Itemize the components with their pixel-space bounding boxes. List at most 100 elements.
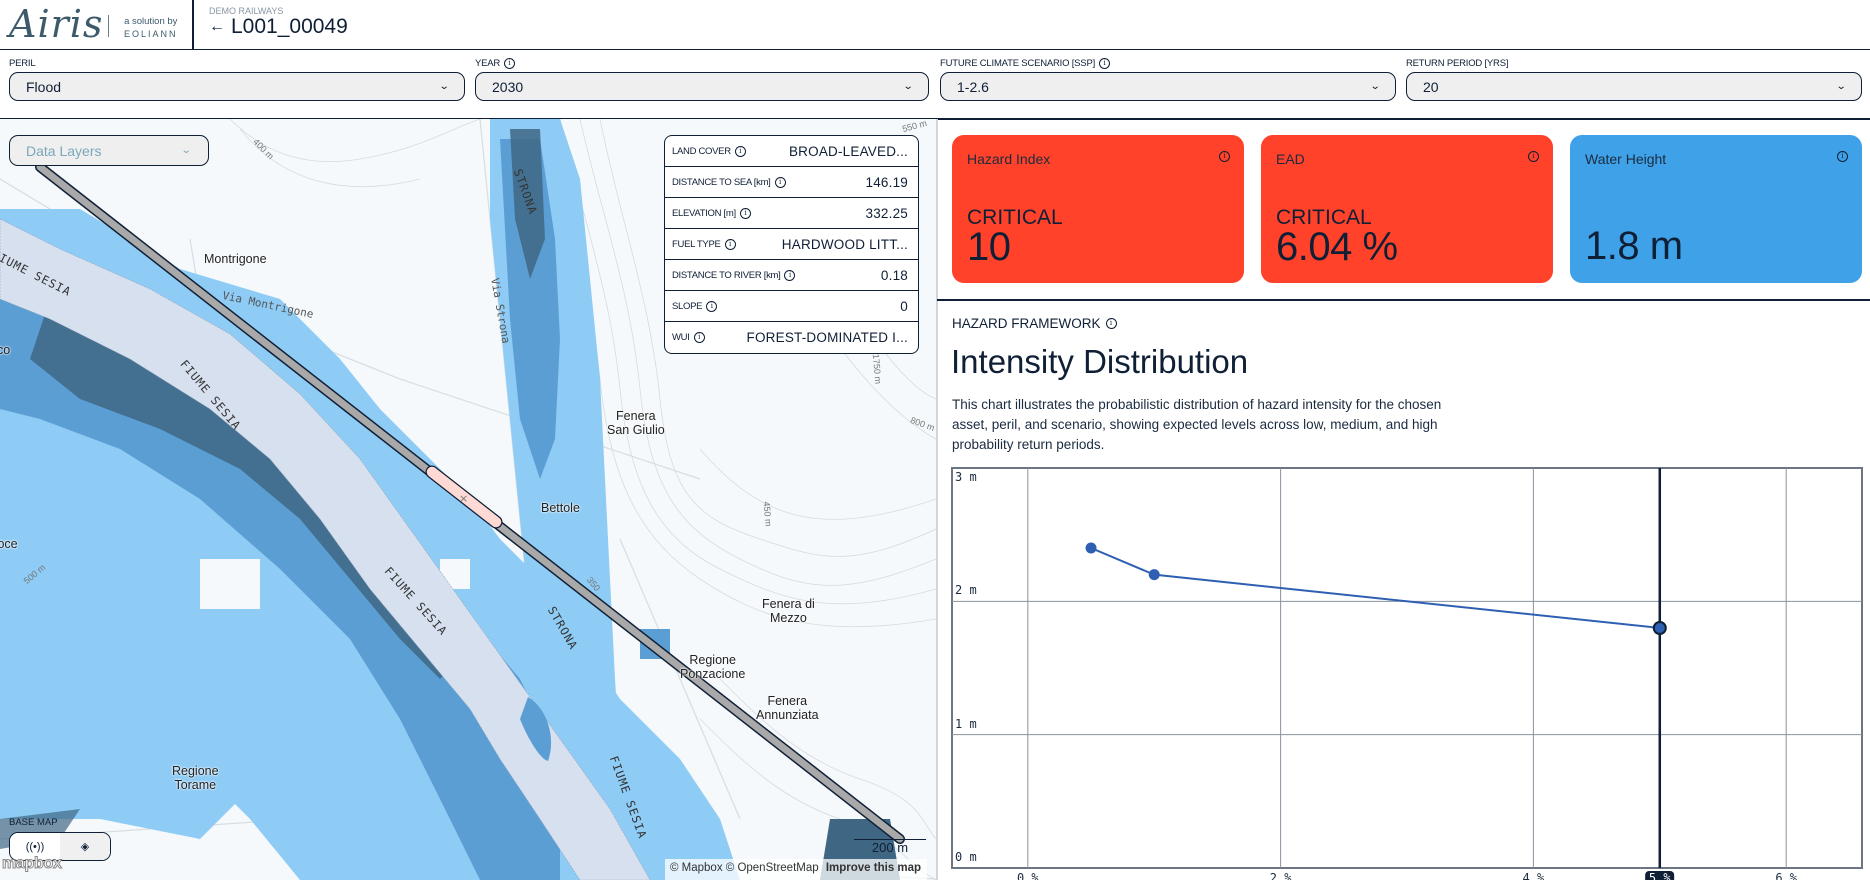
attribute-key: SLOPE <box>672 300 703 312</box>
attribute-row: ELEVATION [m] i 332.25 <box>665 198 918 229</box>
header-divider <box>192 0 194 50</box>
filter-label: FUTURE CLIMATE SCENARIO [SSP] i <box>940 56 1396 70</box>
info-icon[interactable]: i <box>1105 318 1117 329</box>
layers-diamond-icon[interactable]: ◈ <box>60 833 110 860</box>
attribute-value: 0 <box>900 298 908 314</box>
attribute-row: FUEL TYPE i HARDWOOD LITT... <box>665 229 918 260</box>
place-label: toce <box>0 537 18 551</box>
intensity-chart[interactable]: 0 m 1 m 2 m 3 m 0 % 2 % 4 % 5 % 6 % <box>951 467 1864 880</box>
info-icon[interactable]: i <box>1099 57 1111 69</box>
section-title: Intensity Distribution <box>951 343 1249 380</box>
panel-divider <box>936 119 938 880</box>
x-tick-label: 6 % <box>1775 871 1797 880</box>
map-attribution: © Mapbox © OpenStreetMap Improve this ma… <box>665 859 928 880</box>
y-tick-label: 1 m <box>955 716 977 731</box>
place-label: Bettole <box>541 501 580 515</box>
filter-peril: PERIL Flood ⌄ <box>9 56 465 102</box>
attribution-text[interactable]: © Mapbox © OpenStreetMap <box>670 862 819 874</box>
broadcast-icon[interactable]: ((•)) <box>10 833 60 860</box>
attribute-key: DISTANCE TO SEA [km] <box>672 176 771 188</box>
card-title: EAD <box>1276 151 1305 167</box>
attribute-value: HARDWOOD LITT... <box>781 236 908 252</box>
base-map-label: BASE MAP <box>9 817 58 828</box>
info-icon[interactable]: i <box>734 145 746 157</box>
y-tick-label: 3 m <box>955 470 977 484</box>
attribute-key: FUEL TYPE <box>672 238 721 250</box>
data-layers-dropdown[interactable]: Data Layers ⌄ <box>9 135 209 166</box>
info-icon[interactable]: i <box>739 207 751 219</box>
info-icon[interactable]: i <box>724 238 736 250</box>
x-tick-label: 5 % <box>1644 871 1675 880</box>
attribute-row: SLOPE i 0 <box>665 291 918 322</box>
section-description: This chart illustrates the probabilistic… <box>952 397 1442 452</box>
info-icon[interactable]: i <box>504 57 516 69</box>
brand-name: EOLIANN <box>124 29 178 39</box>
hazard-index-card: Hazard Index i CRITICAL 10 <box>952 135 1244 283</box>
chart-canvas <box>951 467 1863 869</box>
svg-text:×: × <box>459 492 468 505</box>
info-icon[interactable]: i <box>774 176 786 188</box>
logo-divider <box>108 15 109 37</box>
year-select[interactable]: 2030 ⌄ <box>475 72 929 101</box>
filter-label: YEAR i <box>475 56 929 70</box>
x-tick-label: 0 % <box>1016 871 1039 880</box>
map-canvas[interactable]: × <box>0 119 936 880</box>
water-height-card: Water Height i 1.8 m <box>1570 135 1862 283</box>
filter-year: YEAR i 2030 ⌄ <box>475 56 929 102</box>
attribute-key: ELEVATION [m] <box>672 207 736 219</box>
peril-select[interactable]: Flood ⌄ <box>9 72 465 101</box>
attribute-row: WUI i FOREST-DOMINATED I... <box>665 322 918 353</box>
attribute-value: BROAD-LEAVED... <box>788 143 908 159</box>
select-value: 20 <box>1423 78 1439 95</box>
mapbox-logo[interactable]: mapbox <box>2 855 63 873</box>
info-icon[interactable]: i <box>1219 151 1230 162</box>
info-icon[interactable]: i <box>1528 151 1539 162</box>
chevron-down-icon: ⌄ <box>438 81 450 92</box>
attribute-value: FOREST-DOMINATED I... <box>746 330 908 345</box>
chevron-down-icon: ⌄ <box>902 81 914 92</box>
data-layers-label: Data Layers <box>26 142 102 159</box>
return-period-select[interactable]: 20 ⌄ <box>1406 72 1862 101</box>
info-icon[interactable]: i <box>784 269 796 281</box>
map-scale: 200 m <box>854 839 926 855</box>
card-value: 1.8 m <box>1585 224 1683 268</box>
filter-scenario: FUTURE CLIMATE SCENARIO [SSP] i 1-2.6 ⌄ <box>940 56 1396 102</box>
hazard-framework-label: HAZARD FRAMEWORK i <box>952 316 1117 331</box>
card-value: 10 <box>967 225 1011 269</box>
filter-label: RETURN PERIOD [YRS] <box>1406 57 1509 69</box>
x-tick-label: 4 % <box>1522 871 1545 880</box>
place-label: Regione Ponzacione <box>680 653 746 681</box>
attribute-row: DISTANCE TO SEA [km] i 146.19 <box>665 167 918 198</box>
select-value: 1-2.6 <box>957 78 989 95</box>
filters-divider <box>0 118 1870 120</box>
place-label: Fenera Annunziata <box>756 694 819 722</box>
card-status: CRITICAL <box>1276 206 1372 229</box>
info-icon[interactable]: i <box>693 332 705 343</box>
page-title: L001_00049 <box>231 15 348 38</box>
y-tick-label: 0 m <box>955 850 977 864</box>
info-icon[interactable]: i <box>1837 151 1848 162</box>
place-label: Fenera San Giulio <box>607 409 665 437</box>
select-value: Flood <box>26 78 62 95</box>
chevron-down-icon: ⌄ <box>1835 81 1847 92</box>
airis-logo: Airis <box>9 2 104 46</box>
app-header: Airis a solution by EOLIANN DEMO RAILWAY… <box>0 0 1870 50</box>
card-title: Hazard Index <box>967 151 1051 167</box>
section-divider <box>937 299 1870 301</box>
chevron-down-icon: ⌄ <box>1369 81 1381 92</box>
scenario-select[interactable]: 1-2.6 ⌄ <box>940 72 1396 101</box>
place-label: Fenera di Mezzo <box>762 597 815 625</box>
back-arrow-icon[interactable]: ← <box>209 18 225 35</box>
attribute-key: LAND COVER <box>672 145 731 157</box>
improve-map-link[interactable]: Improve this map <box>825 862 922 874</box>
map-view[interactable]: × FIUME SESIA FIUME SESIA FIUME SESIA FI… <box>0 119 936 880</box>
attribute-value: 332.25 <box>865 205 908 221</box>
place-label: Montrigone <box>204 252 267 266</box>
x-tick-label: 2 % <box>1269 871 1292 880</box>
breadcrumb[interactable]: DEMO RAILWAYS <box>209 6 284 16</box>
chevron-down-icon: ⌄ <box>180 145 192 156</box>
attribute-value: 146.19 <box>865 174 908 190</box>
attribute-row: DISTANCE TO RIVER [km] i 0.18 <box>665 260 918 291</box>
select-value: 2030 <box>492 78 524 95</box>
info-icon[interactable]: i <box>706 300 718 312</box>
